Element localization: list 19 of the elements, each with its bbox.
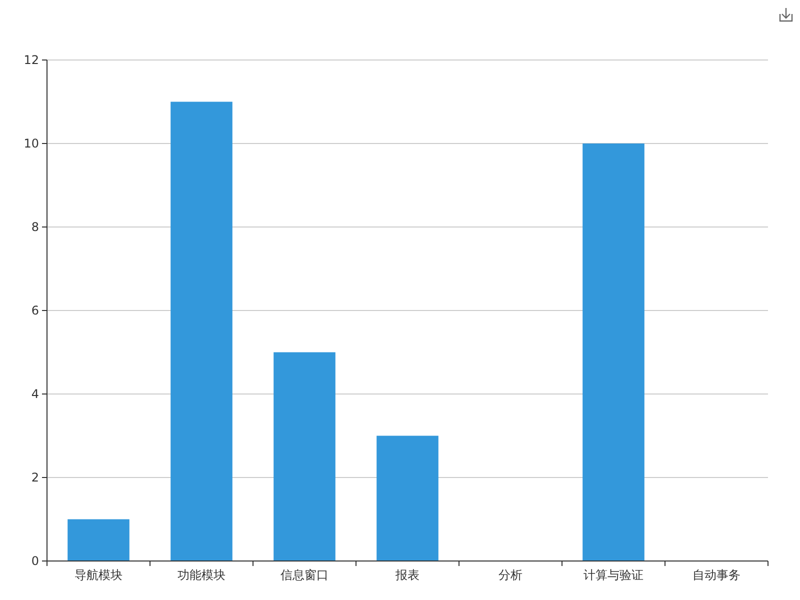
bar (582, 144, 644, 561)
x-tick-label: 分析 (498, 568, 522, 582)
y-tick-label: 4 (31, 387, 39, 401)
x-tick-label: 信息窗口 (280, 568, 328, 582)
bar (170, 102, 232, 561)
y-tick-label: 8 (31, 220, 39, 234)
y-tick-label: 2 (31, 470, 39, 484)
x-tick-label: 计算与验证 (584, 568, 644, 582)
bar (376, 436, 438, 561)
bar (274, 352, 336, 561)
y-tick-label: 12 (24, 53, 39, 67)
x-tick-label: 自动事务 (692, 568, 740, 582)
x-tick-label: 报表 (394, 568, 420, 582)
y-tick-label: 6 (31, 304, 39, 318)
x-tick-label: 导航模块 (74, 568, 122, 582)
bar (68, 519, 130, 561)
y-tick-label: 10 (24, 136, 39, 150)
x-tick-label: 功能模块 (178, 568, 226, 582)
y-tick-label: 0 (31, 554, 39, 568)
